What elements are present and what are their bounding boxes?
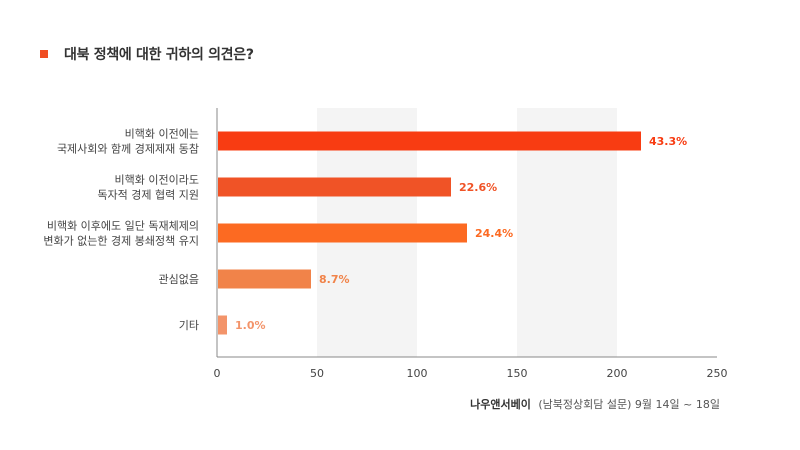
- chart-title-text: 대북 정책에 대한 귀하의 의견은?: [64, 47, 254, 63]
- category-label: 비핵화 이후에도 일단 독재체제의 변화가 없는한 경제 봉쇄정책 유지: [43, 219, 199, 248]
- x-tick-label: 100: [407, 367, 428, 380]
- x-tick-label: 150: [507, 367, 528, 380]
- bar: [218, 315, 227, 335]
- x-tick-labels: 0 50 100 150 200 250: [214, 367, 728, 380]
- axes: [216, 108, 717, 358]
- bar-value-label: 8.7%: [319, 273, 350, 286]
- bar: [218, 223, 467, 243]
- x-tick-label: 50: [310, 367, 324, 380]
- category-label: 비핵화 이전이라도 독자적 경제 협력 지원: [97, 174, 199, 202]
- x-tick-label: 0: [214, 367, 221, 380]
- bar-value-label: 43.3%: [649, 135, 687, 148]
- bar-value-label: 24.4%: [475, 227, 513, 240]
- bar-value-label: 22.6%: [459, 181, 497, 194]
- category-label: 비핵화 이전에는 국제사회와 함께 경제제재 동참: [57, 128, 199, 156]
- chart-title: 대북 정책에 대한 귀하의 의견은?: [40, 44, 254, 64]
- category-label: 관심없음: [159, 273, 199, 286]
- x-tick-label: 200: [607, 367, 628, 380]
- footer-brand: 나우앤서베이: [470, 398, 531, 411]
- bar-value-label: 1.0%: [235, 319, 266, 332]
- footer-note: (남북정상회담 설문) 9월 14일 ~ 18일: [538, 398, 720, 411]
- title-square-icon: [40, 50, 48, 58]
- value-labels: 43.3% 22.6% 24.4% 8.7% 1.0%: [235, 135, 687, 332]
- x-tick-label: 250: [707, 367, 728, 380]
- bar: [218, 131, 641, 151]
- bar: [218, 177, 451, 197]
- category-label: 기타: [179, 319, 199, 332]
- chart-footer: 나우앤서베이 (남북정상회담 설문) 9월 14일 ~ 18일: [470, 396, 720, 412]
- bar: [218, 269, 311, 289]
- bars: [218, 131, 641, 335]
